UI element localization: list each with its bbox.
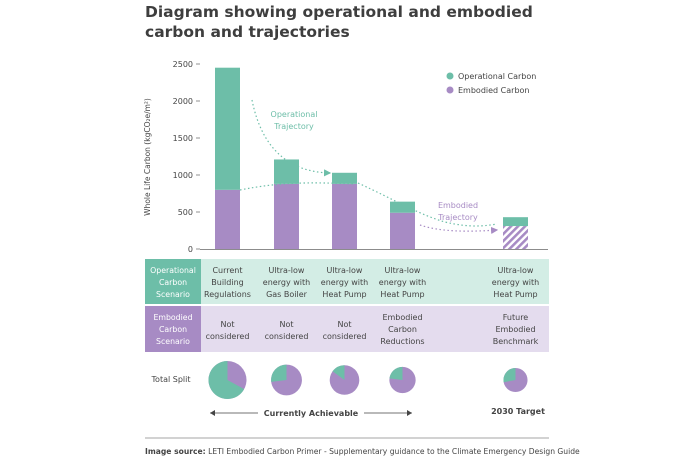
embodied-scenario-cell-3: considered xyxy=(323,332,367,341)
operational-scenario-cell-1: Building xyxy=(211,278,243,287)
pie-operational-4 xyxy=(389,366,403,380)
y-tick-label: 500 xyxy=(178,208,193,217)
operational-scenario-cell-5: Ultra-low xyxy=(498,266,534,275)
bar-operational-5 xyxy=(503,217,528,227)
operational-scenario-cell-2: Gas Boiler xyxy=(266,290,308,299)
currently-achievable-label-bg xyxy=(258,406,364,420)
target-label: 2030 Target xyxy=(491,407,545,416)
bar-operational-1 xyxy=(215,67,240,190)
embodied-scenario-cell-1: considered xyxy=(206,332,250,341)
embodied-scenario-cell-5: Future xyxy=(503,313,529,322)
y-tick-label: 2500 xyxy=(173,60,193,69)
operational-trajectory-label-2: Trajectory xyxy=(273,122,314,131)
embodied-scenario-cell-1: Not xyxy=(220,320,234,329)
y-tick-label: 2000 xyxy=(173,97,193,106)
bar-embodied-2 xyxy=(274,183,299,249)
embodied-scenario-cell-4: Reductions xyxy=(380,337,424,346)
pie-operational-1 xyxy=(208,361,245,399)
bar-operational-4 xyxy=(390,201,415,213)
operational-scenario-cell-5: Heat Pump xyxy=(493,290,537,299)
pie-operational-5 xyxy=(503,367,516,383)
chart-title-line-1: Diagram showing operational and embodied xyxy=(145,3,533,21)
operational-scenario-cell-3: Ultra-low xyxy=(327,266,363,275)
currently-achievable-arrow-left xyxy=(210,410,215,416)
bar-embodied-3 xyxy=(332,183,357,249)
pie-operational-3 xyxy=(332,365,345,380)
operational-scenario-cell-4: energy with xyxy=(379,278,426,287)
operational-trajectory-line xyxy=(251,99,332,177)
embodied-scenario-cell-5: Benchmark xyxy=(493,337,539,346)
y-axis-label: Whole Life Carbon (kgCO₂e/m²) xyxy=(143,98,152,216)
embodied-scenario-cell-2: Not xyxy=(279,320,293,329)
operational-scenario-cell-5: energy with xyxy=(492,278,539,287)
bar-operational-3 xyxy=(332,172,357,184)
embodied-scenario-cell-3: Not xyxy=(337,320,351,329)
embodied-trajectory-label-1: Embodied xyxy=(438,201,478,210)
operational-scenario-label: Scenario xyxy=(156,290,190,299)
embodied-trajectory-line xyxy=(239,182,356,191)
operational-trajectory-label-1: Operational xyxy=(271,110,318,119)
operational-scenario-label-bg xyxy=(145,259,201,304)
embodied-trajectory-label-2: Trajectory xyxy=(437,213,478,222)
operational-scenario-band xyxy=(145,259,549,304)
image-source-text: LETI Embodied Carbon Primer - Supplement… xyxy=(205,447,580,456)
bar-embodied-1 xyxy=(215,189,240,249)
embodied-scenario-cell-5: Embodied xyxy=(495,325,535,334)
embodied-scenario-label-bg xyxy=(145,306,201,352)
chart-title: Diagram showing operational and embodied… xyxy=(145,2,565,42)
y-tick-label: 1000 xyxy=(173,171,193,180)
legend-label-operational: Operational Carbon xyxy=(458,72,536,81)
currently-achievable-arrow-right xyxy=(407,410,412,416)
embodied-scenario-label: Carbon xyxy=(159,325,187,334)
embodied-scenario-label: Scenario xyxy=(156,337,190,346)
operational-scenario-label: Operational xyxy=(150,266,196,275)
embodied-scenario-cell-4: Carbon xyxy=(388,325,417,334)
pie-operational-2 xyxy=(271,364,287,382)
y-tick-label: 0 xyxy=(188,245,193,254)
embodied-scenario-cell-2: considered xyxy=(265,332,309,341)
operational-scenario-label: Carbon xyxy=(159,278,187,287)
operational-scenario-cell-2: Ultra-low xyxy=(269,266,305,275)
bar-embodied-4 xyxy=(390,212,415,249)
legend-marker-operational xyxy=(446,72,454,80)
operational-scenario-cell-3: Heat Pump xyxy=(322,290,366,299)
total-split-label: Total Split xyxy=(151,375,191,384)
currently-achievable-label: Currently Achievable xyxy=(264,409,359,418)
bar-embodied-5 xyxy=(503,226,528,249)
operational-scenario-cell-3: energy with xyxy=(321,278,368,287)
bar-operational-2 xyxy=(274,159,299,184)
legend-label-embodied: Embodied Carbon xyxy=(458,86,529,95)
chart-title-line-2: carbon and trajectories xyxy=(145,23,350,41)
image-source-label: Image source: xyxy=(145,447,206,456)
operational-scenario-cell-1: Regulations xyxy=(204,290,251,299)
operational-scenario-cell-2: energy with xyxy=(263,278,310,287)
legend-marker-embodied xyxy=(446,86,454,94)
y-tick-label: 1500 xyxy=(173,134,193,143)
image-source: Image source: LETI Embodied Carbon Prime… xyxy=(145,447,580,456)
operational-scenario-cell-4: Ultra-low xyxy=(385,266,421,275)
chart-canvas: 0 500 1000 1500 2000 2500 Whole Life Carbon (k… xyxy=(143,60,549,439)
embodied-scenario-label: Embodied xyxy=(153,313,192,322)
embodied-scenario-cell-4: Embodied xyxy=(382,313,422,322)
embodied-trajectory-arrow xyxy=(419,224,499,235)
operational-scenario-cell-1: Current xyxy=(212,266,242,275)
embodied-scenario-band xyxy=(145,306,549,352)
operational-scenario-cell-4: Heat Pump xyxy=(380,290,424,299)
